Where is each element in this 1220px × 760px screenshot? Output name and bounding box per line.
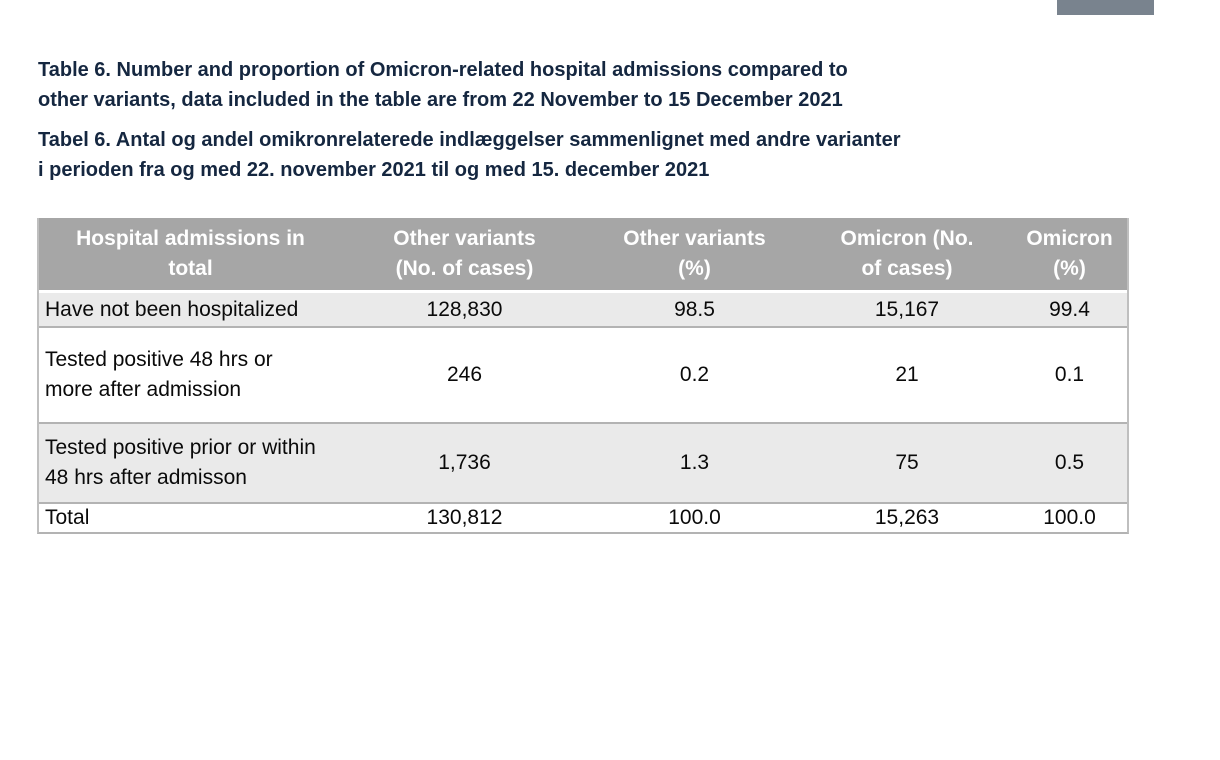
table-row-positive-48hrs-after: Tested positive 48 hrs or more after adm… — [39, 326, 1127, 422]
row-label: Have not been hospitalized — [39, 293, 342, 326]
row-label: Tested positive prior or within 48 hrs a… — [39, 424, 342, 502]
header-text: Omicron — [1026, 227, 1113, 250]
cell-other-variants-cases: 246 — [446, 363, 483, 386]
caption-english: Table 6. Number and proportion of Omicro… — [38, 55, 998, 115]
row-label-text: Total — [45, 506, 90, 529]
cell-omicron-cases: 15,263 — [874, 506, 940, 529]
header-text: (%) — [678, 257, 711, 280]
row-label-text: 48 hrs after admisson — [45, 466, 247, 489]
header-text: (No. of cases) — [395, 257, 534, 280]
row-label-text: Have not been hospitalized — [45, 297, 299, 321]
row-label-text: more after admission — [45, 378, 242, 401]
cell-omicron-pct: 0.1 — [1054, 363, 1085, 386]
cell-other-variants-cases: 128,830 — [426, 297, 503, 321]
admissions-table: Hospital admissions in total Other varia… — [37, 218, 1129, 534]
header-text: Other variants — [393, 227, 536, 250]
top-right-gray-rect — [1057, 0, 1154, 15]
cell-other-variants-cases: 1,736 — [438, 451, 491, 474]
cell-omicron-pct: 99.4 — [1049, 297, 1090, 321]
header-text: total — [168, 257, 213, 280]
cell-other-variants-pct: 0.2 — [679, 363, 710, 386]
cell-omicron-cases: 75 — [895, 451, 919, 474]
header-other-variants-cases: Other variants (No. of cases) — [342, 218, 587, 290]
header-text: Hospital admissions in — [76, 227, 305, 250]
header-other-variants-pct: Other variants (%) — [587, 218, 802, 290]
row-label: Tested positive 48 hrs or more after adm… — [39, 328, 342, 422]
row-label-text: Tested positive 48 hrs or — [45, 348, 273, 371]
header-omicron-cases: Omicron (No. of cases) — [802, 218, 1012, 290]
row-label-text: Tested positive prior or within — [45, 436, 316, 459]
caption-danish-line1: Tabel 6. Antal og andel omikronrelatered… — [38, 129, 901, 151]
cell-other-variants-pct: 98.5 — [674, 297, 715, 321]
header-text: of cases) — [861, 257, 953, 280]
caption-danish: Tabel 6. Antal og andel omikronrelatered… — [38, 125, 998, 185]
header-text: Other variants — [623, 227, 766, 250]
cell-other-variants-pct: 100.0 — [668, 506, 721, 529]
cell-other-variants-pct: 1.3 — [679, 451, 710, 474]
caption-danish-line2: i perioden fra og med 22. november 2021 … — [38, 159, 710, 181]
cell-omicron-cases: 21 — [895, 363, 919, 386]
caption-english-line2: other variants, data included in the tab… — [38, 89, 843, 111]
header-omicron-pct: Omicron (%) — [1012, 218, 1127, 290]
cell-omicron-pct: 100.0 — [1043, 506, 1096, 529]
cell-omicron-cases: 15,167 — [874, 297, 940, 321]
header-hospital-admissions: Hospital admissions in total — [39, 218, 342, 290]
table-row-total: Total 130,812 100.0 15,263 100.0 — [39, 502, 1127, 532]
table-row-not-hospitalized: Have not been hospitalized 128,830 98.5 … — [39, 290, 1127, 326]
cell-omicron-pct: 0.5 — [1054, 451, 1085, 474]
table-header-row: Hospital admissions in total Other varia… — [39, 218, 1127, 290]
caption-english-line1: Table 6. Number and proportion of Omicro… — [38, 59, 848, 81]
header-text: Omicron (No. — [840, 227, 974, 250]
table-captions: Table 6. Number and proportion of Omicro… — [38, 55, 998, 185]
table-row-positive-prior: Tested positive prior or within 48 hrs a… — [39, 422, 1127, 502]
row-label: Total — [39, 504, 342, 532]
header-text: (%) — [1053, 257, 1086, 280]
cell-other-variants-cases: 130,812 — [426, 506, 503, 529]
